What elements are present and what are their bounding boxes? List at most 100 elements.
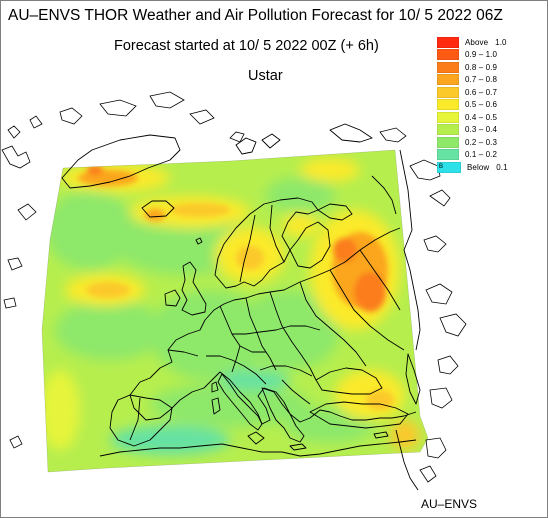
field-peak-region	[87, 165, 103, 175]
coastline	[204, 227, 401, 321]
border	[371, 175, 397, 215]
border	[219, 305, 266, 353]
legend-entry: 0.2 – 0.3	[437, 136, 537, 149]
coastline	[425, 437, 447, 459]
coastline	[409, 159, 441, 181]
field-high-region	[42, 370, 80, 450]
legend-label: Below 0.1	[467, 162, 508, 172]
field-low-region	[265, 177, 335, 213]
coastline	[1, 145, 31, 169]
coastline	[181, 261, 207, 316]
field-high-region	[300, 158, 360, 182]
border	[269, 291, 317, 381]
field-peak-region	[366, 390, 394, 410]
field-low-region	[55, 300, 165, 360]
legend-entry: 0.5 – 0.6	[437, 99, 537, 112]
outer-coastlines	[1, 91, 467, 483]
legend-entry: 0.3 – 0.4	[437, 124, 537, 137]
coastline	[373, 431, 389, 439]
legend-label: 0.4 – 0.5	[465, 112, 498, 122]
field-peak-region	[354, 272, 386, 312]
coastline	[379, 127, 407, 143]
coastline	[17, 203, 37, 221]
legend-marker: B	[439, 164, 444, 171]
legend-entry: Above 1.0	[437, 36, 537, 49]
coastline	[261, 133, 281, 149]
coastline	[7, 125, 21, 139]
legend-swatch	[437, 149, 459, 161]
legend-swatch	[437, 99, 459, 111]
border	[239, 214, 256, 283]
coastline	[289, 443, 307, 451]
coastline	[9, 435, 23, 449]
forecast-start-subtitle: Forecast started at 10/ 5 2022 00Z (+ 6h…	[114, 38, 379, 54]
coastline	[99, 439, 417, 457]
variable-name: Ustar	[248, 68, 283, 84]
field-peak-region	[170, 203, 230, 217]
coastline	[189, 109, 215, 125]
coastlines	[61, 123, 421, 491]
coastline	[309, 401, 409, 429]
border	[259, 365, 313, 377]
coastline	[429, 189, 451, 207]
legend-swatch	[437, 61, 459, 73]
coastline	[99, 99, 137, 117]
coastline	[129, 319, 417, 425]
coastline	[195, 237, 203, 245]
border	[359, 249, 401, 311]
credit-label: AU–ENVS	[421, 497, 478, 511]
coastline	[261, 387, 305, 443]
coastline	[211, 397, 221, 415]
legend-label: 0.1 – 0.2	[465, 150, 498, 160]
coastline	[211, 381, 219, 393]
coastline	[7, 257, 23, 271]
border	[329, 269, 405, 351]
legend-swatch	[437, 36, 459, 48]
coastline	[329, 123, 373, 143]
coastline	[315, 367, 383, 395]
legend-swatch	[437, 74, 459, 86]
coastline	[419, 465, 437, 483]
legend-swatch	[437, 136, 459, 148]
coastline	[29, 115, 43, 129]
field-low-region	[110, 425, 230, 455]
border	[299, 281, 367, 367]
coastline	[149, 91, 185, 109]
legend-label: 0.7 – 0.8	[465, 75, 498, 85]
border	[129, 397, 141, 441]
legend-label: 0.5 – 0.6	[465, 100, 498, 110]
coastline	[229, 131, 245, 143]
field-peak-region	[78, 170, 138, 186]
coastline	[247, 431, 265, 445]
coastline	[317, 203, 353, 221]
coastline	[214, 197, 319, 289]
legend-label: 0.3 – 0.4	[465, 125, 498, 135]
coastline	[141, 200, 175, 218]
coastline	[405, 353, 421, 405]
border	[281, 379, 311, 405]
coastline	[425, 283, 453, 305]
coastline	[395, 429, 419, 491]
border	[206, 355, 267, 385]
border	[231, 345, 241, 373]
legend-swatch	[437, 111, 459, 123]
field-low-region	[150, 290, 270, 380]
border	[245, 297, 277, 371]
field-peak-region	[86, 282, 130, 298]
legend-entry: B Below 0.1	[437, 161, 537, 174]
legend-entry: 0.6 – 0.7	[437, 86, 537, 99]
coastline	[235, 137, 257, 155]
legend-swatch: B	[437, 161, 461, 173]
border	[232, 325, 321, 335]
legend-label: 0.8 – 0.9	[465, 62, 498, 72]
coastline	[437, 355, 459, 375]
border	[399, 149, 421, 351]
border	[167, 349, 199, 357]
legend-swatch	[437, 124, 459, 136]
field-peak-region	[236, 246, 264, 270]
coastline	[59, 107, 83, 125]
legend-entry: 0.1 – 0.2	[437, 149, 537, 162]
legend-entry: 0.7 – 0.8	[437, 74, 537, 87]
border	[269, 204, 285, 263]
